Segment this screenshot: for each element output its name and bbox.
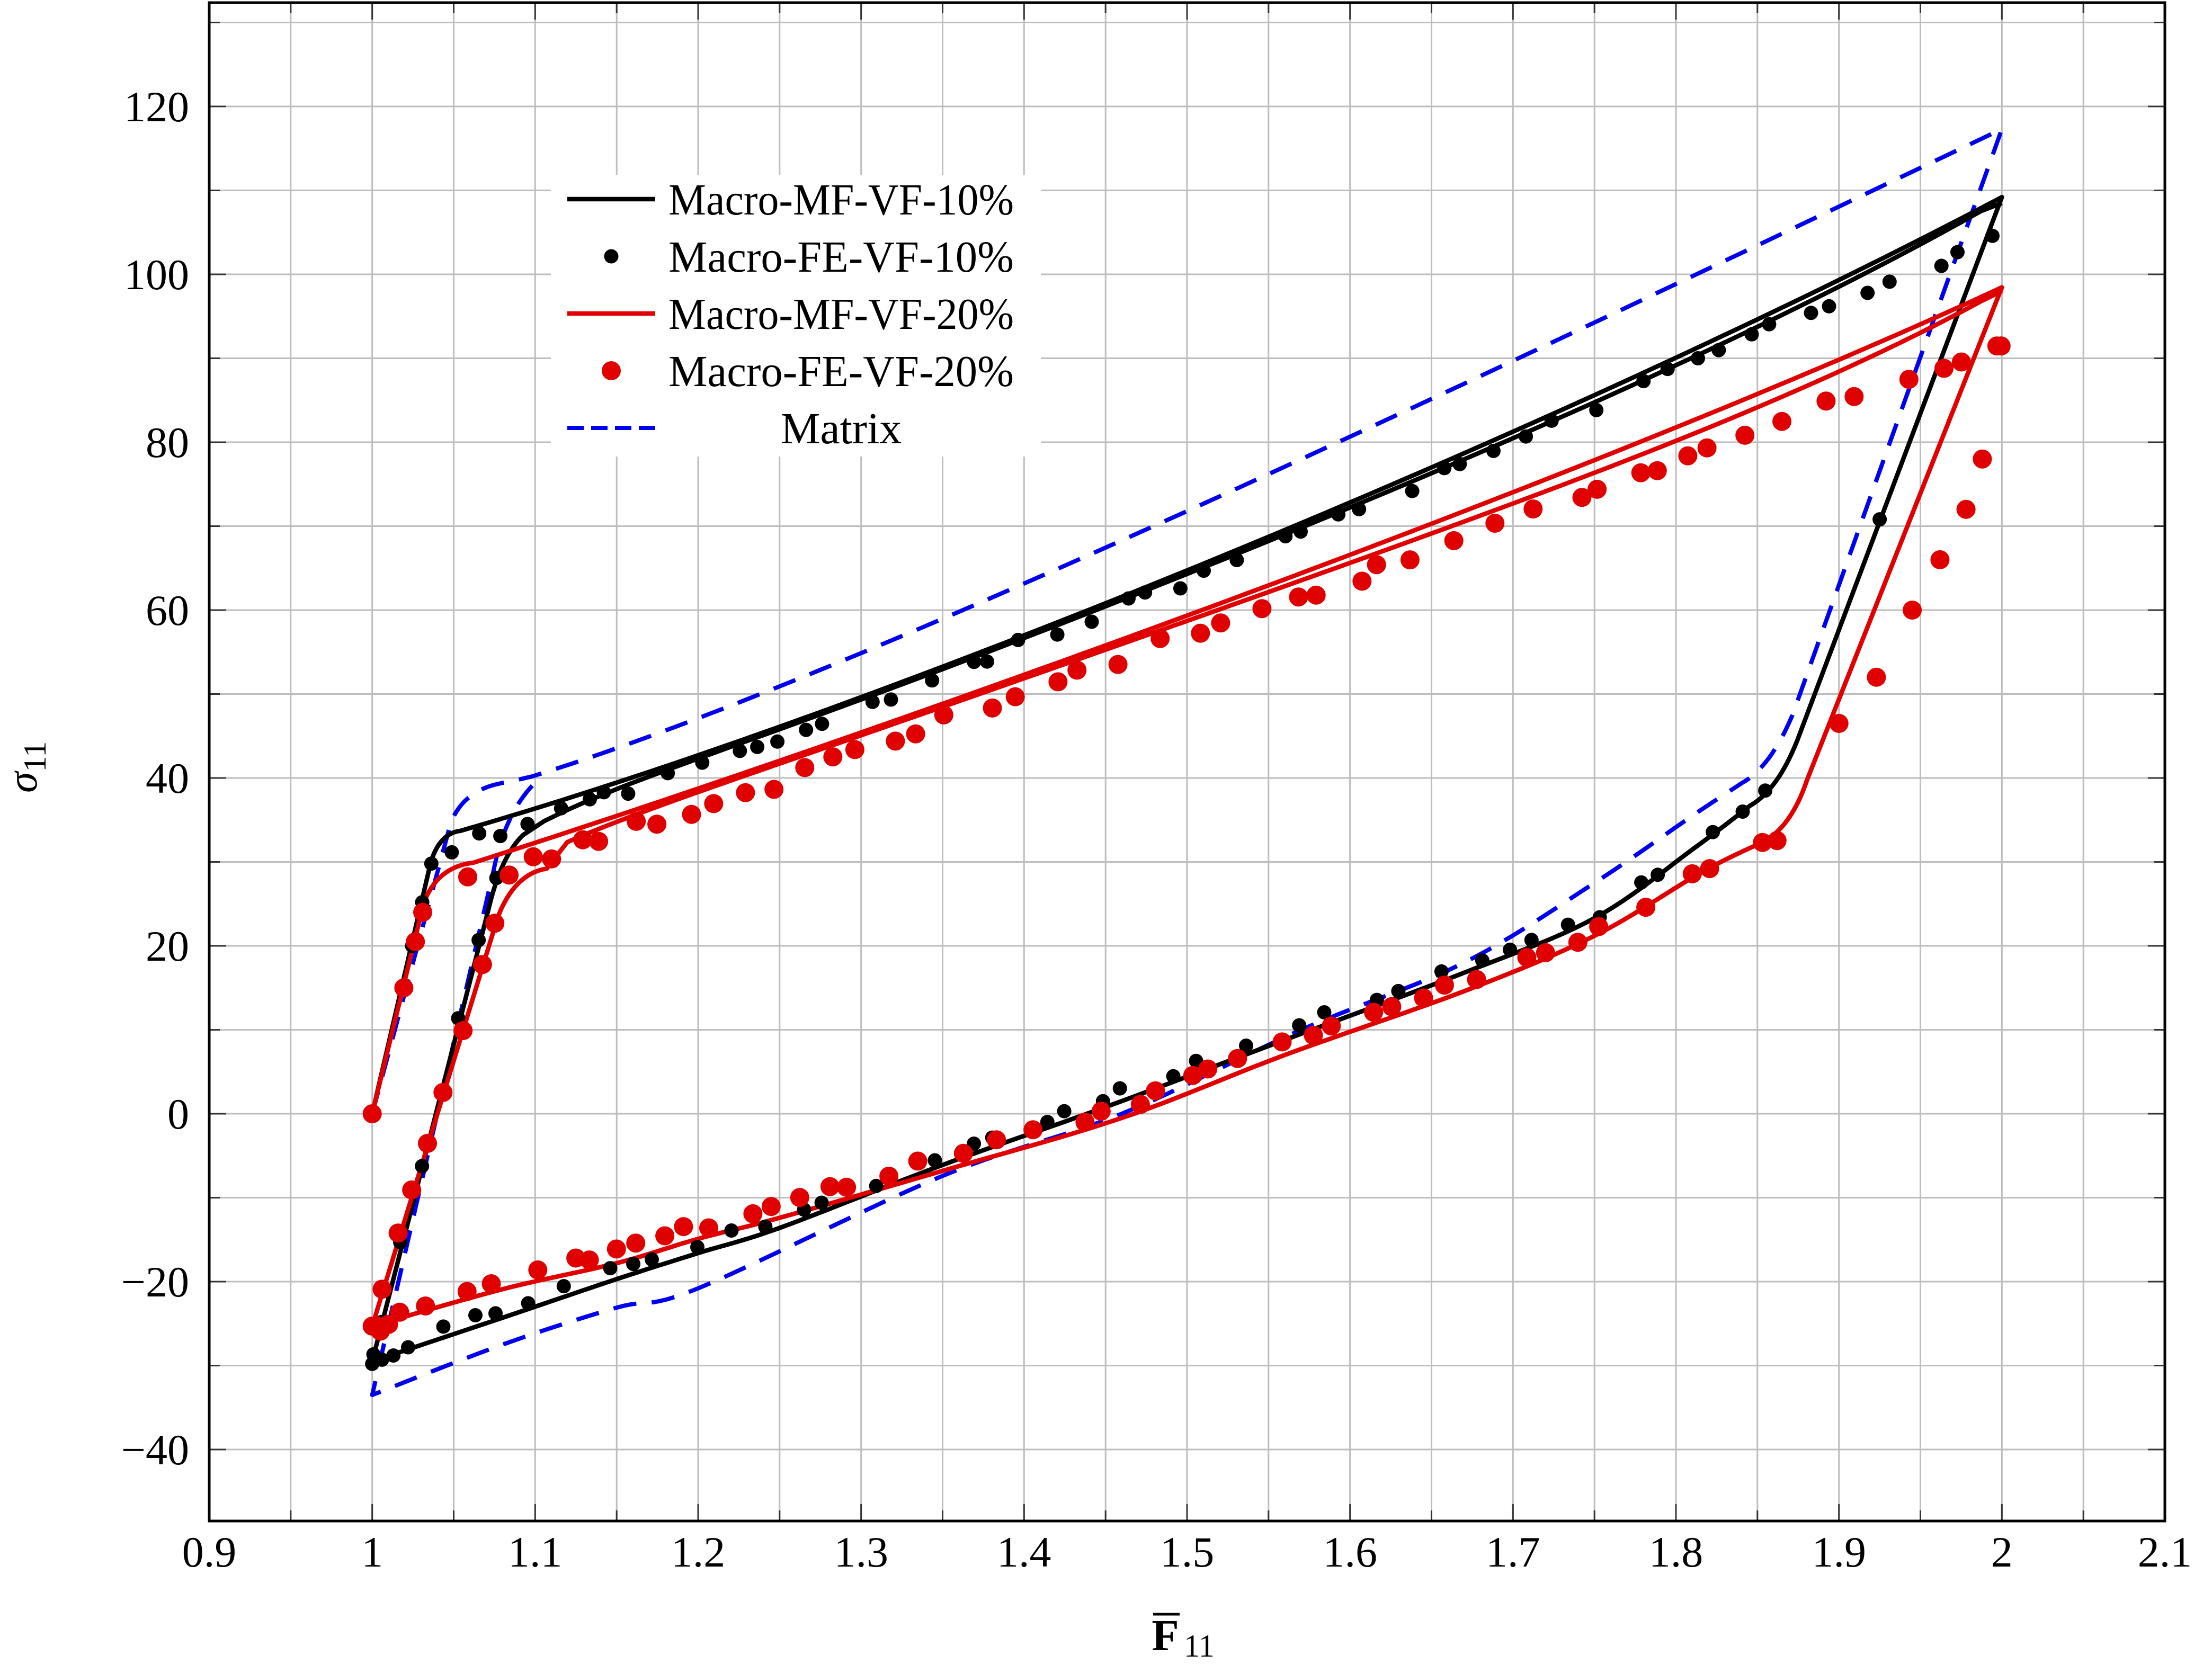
svg-text:60: 60 <box>146 586 189 634</box>
svg-text:80: 80 <box>146 418 189 467</box>
svg-text:Macro-MF-VF-10%: Macro-MF-VF-10% <box>668 175 1014 225</box>
svg-text:−40: −40 <box>121 1426 189 1474</box>
svg-text:1.6: 1.6 <box>1323 1528 1377 1576</box>
svg-text:1.9: 1.9 <box>1812 1528 1866 1576</box>
svg-text:1: 1 <box>361 1528 383 1576</box>
svg-text:1.4: 1.4 <box>997 1528 1051 1576</box>
svg-text:−20: −20 <box>121 1258 189 1306</box>
svg-text:1.3: 1.3 <box>834 1528 888 1576</box>
svg-text:100: 100 <box>124 250 189 299</box>
svg-text:120: 120 <box>124 83 189 131</box>
svg-text:Matrix: Matrix <box>781 404 902 453</box>
svg-text:40: 40 <box>146 754 189 802</box>
svg-text:1.2: 1.2 <box>671 1528 726 1576</box>
svg-text:1.5: 1.5 <box>1160 1528 1215 1576</box>
svg-text:11: 11 <box>1184 1629 1215 1663</box>
svg-text:F: F <box>1152 1611 1179 1660</box>
svg-text:1.1: 1.1 <box>508 1528 563 1576</box>
svg-text:2: 2 <box>1991 1528 2013 1576</box>
svg-text:2.1: 2.1 <box>2138 1528 2192 1576</box>
svg-text:Macro-FE-VF-10%: Macro-FE-VF-10% <box>668 232 1014 282</box>
svg-text:0.9: 0.9 <box>182 1528 237 1576</box>
svg-text:1.8: 1.8 <box>1649 1528 1703 1576</box>
svg-text:20: 20 <box>146 922 189 970</box>
svg-text:1.7: 1.7 <box>1486 1528 1540 1576</box>
svg-text:0: 0 <box>167 1090 189 1138</box>
svg-text:Macro-MF-VF-20%: Macro-MF-VF-20% <box>668 290 1014 339</box>
svg-text:Macro-FE-VF-20%: Macro-FE-VF-20% <box>668 347 1014 396</box>
